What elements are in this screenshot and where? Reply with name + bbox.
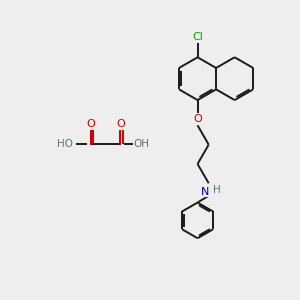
Text: OH: OH (134, 139, 150, 149)
Text: H: H (213, 185, 221, 195)
Text: N: N (201, 187, 209, 196)
Text: HO: HO (57, 139, 73, 149)
Text: Cl: Cl (192, 32, 203, 42)
Text: O: O (193, 114, 202, 124)
Text: O: O (116, 119, 125, 129)
Text: O: O (86, 119, 95, 129)
